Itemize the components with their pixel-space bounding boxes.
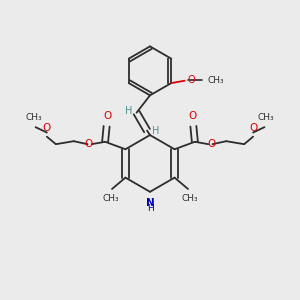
Text: H: H <box>152 126 160 136</box>
Text: CH₃: CH₃ <box>258 113 274 122</box>
Text: H: H <box>147 204 153 213</box>
Text: O: O <box>84 139 92 149</box>
Text: CH₃: CH₃ <box>26 113 42 122</box>
Text: O: O <box>43 122 51 133</box>
Text: O: O <box>187 75 195 85</box>
Text: N: N <box>146 198 154 208</box>
Text: O: O <box>208 139 216 149</box>
Text: CH₃: CH₃ <box>181 194 198 203</box>
Text: O: O <box>249 122 257 133</box>
Text: H: H <box>124 106 132 116</box>
Text: O: O <box>189 112 197 122</box>
Text: CH₃: CH₃ <box>102 194 119 203</box>
Text: O: O <box>103 112 111 122</box>
Text: CH₃: CH₃ <box>207 76 224 85</box>
